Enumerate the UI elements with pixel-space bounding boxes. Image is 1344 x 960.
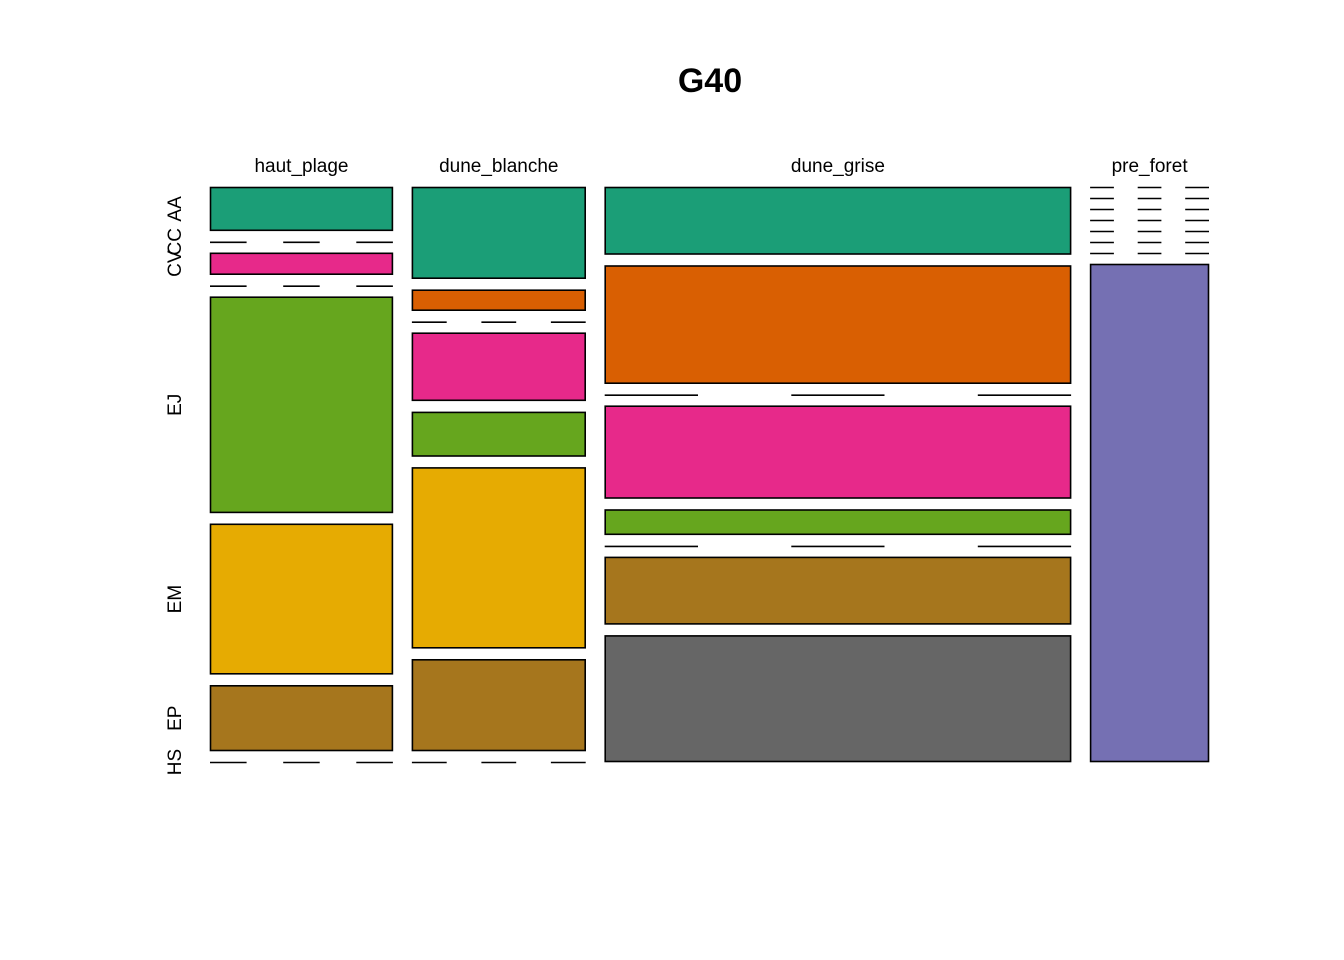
tile-dune_blanche-EP <box>411 658 586 752</box>
tile-haut_plage-CV <box>209 252 394 276</box>
row-label-CV: CV <box>165 250 186 277</box>
row-label-EM: EM <box>165 585 186 614</box>
tile-dune_grise-CV <box>604 405 1072 499</box>
column-label-dune_grise: dune_grise <box>791 156 885 177</box>
tile-dune_blanche-EM <box>411 467 586 649</box>
tile-haut_plage-EP <box>209 684 394 752</box>
tile-dune_blanche-AA <box>411 186 586 279</box>
tile-dune_grise-CC <box>604 265 1072 384</box>
tile-haut_plage-EJ <box>209 296 394 514</box>
row-label-EJ: EJ <box>165 394 186 416</box>
row-label-HS: HS <box>165 749 186 775</box>
column-label-haut_plage: haut_plage <box>254 156 348 177</box>
tile-dune_blanche-CC <box>411 289 586 312</box>
row-label-EP: EP <box>165 706 186 731</box>
tile-dune_grise-EJ <box>604 509 1072 536</box>
tile-dune_blanche-CV <box>411 332 586 402</box>
tile-dune_grise-HS <box>604 635 1072 763</box>
tile-haut_plage-EM <box>209 523 394 675</box>
row-label-CC: CC <box>165 228 186 255</box>
tile-dune_blanche-EJ <box>411 411 586 457</box>
tile-haut_plage-AA <box>209 186 394 232</box>
chart-title: G40 <box>678 62 742 100</box>
mosaic-tiles <box>209 186 1210 764</box>
column-label-pre_foret: pre_foret <box>1112 156 1189 177</box>
column-label-dune_blanche: dune_blanche <box>439 156 558 177</box>
column-labels: haut_plage dune_blanche dune_grise pre_fore… <box>254 156 1188 177</box>
tile-dune_grise-AA <box>604 186 1072 255</box>
row-label-AA: AA <box>165 196 186 222</box>
tile-dune_grise-EP <box>604 556 1072 625</box>
tile-pre_foret-DE <box>1089 263 1210 763</box>
